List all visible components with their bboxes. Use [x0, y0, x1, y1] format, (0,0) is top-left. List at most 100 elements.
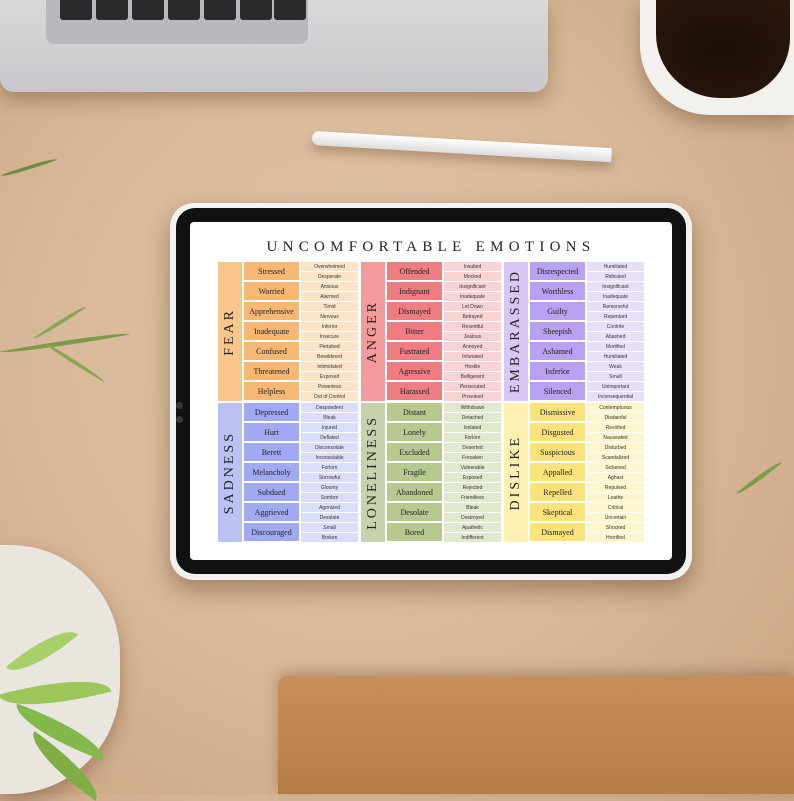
secondary-emotion: Vulnerable	[444, 463, 501, 472]
coffee	[656, 0, 790, 98]
secondary-emotion: Sickened	[587, 463, 644, 472]
secondary-emotion: Isolated	[444, 423, 501, 432]
primary-emotion: Fragile	[387, 463, 442, 481]
sprig-top-left	[0, 145, 60, 195]
secondary-emotion: Ridiculed	[587, 272, 644, 281]
category-label: DISLIKE	[508, 434, 523, 511]
category-fear: FEAR	[218, 262, 242, 401]
primary-emotion: Skeptical	[530, 503, 585, 521]
secondary-emotion: Disdainful	[587, 413, 644, 422]
secondary-emotion: Shocked	[587, 523, 644, 532]
primary-emotion: Sheepish	[530, 322, 585, 340]
sprig-left	[0, 300, 140, 410]
secondary-emotion: Deflated	[301, 433, 358, 442]
secondary-emotion: Insecure	[301, 332, 358, 341]
primary-emotion: Silenced	[530, 382, 585, 400]
primary-emotion: Threatened	[244, 362, 299, 380]
secondary-emotion: Injured	[301, 423, 358, 432]
secondary-emotion: Nauseated	[587, 433, 644, 442]
primary-emotion: Abandoned	[387, 483, 442, 501]
secondary-emotion: Scandalized	[587, 453, 644, 462]
category-label: FEAR	[222, 307, 237, 356]
secondary-emotion: Persecuted	[444, 382, 501, 391]
secondary-emotion: Disturbed	[587, 443, 644, 452]
primary-emotion: Hurt	[244, 423, 299, 441]
primary-emotion: Subdued	[244, 483, 299, 501]
stylus-pen	[311, 131, 612, 163]
secondary-emotion: Annoyed	[444, 342, 501, 351]
secondary-emotion: Forlorn	[444, 433, 501, 442]
secondary-emotion: Repentant	[587, 312, 644, 321]
secondary-emotion: Uncertain	[587, 513, 644, 522]
secondary-emotion: Timid	[301, 302, 358, 311]
secondary-emotion: Inconsolable	[301, 453, 358, 462]
secondary-emotion: Humiliated	[587, 262, 644, 271]
secondary-emotion: Withdrawn	[444, 403, 501, 412]
secondary-emotion: Jealous	[444, 332, 501, 341]
secondary-emotion: Sorrowful	[301, 473, 358, 482]
primary-emotion: Dismayed	[530, 523, 585, 541]
secondary-emotion: Betrayed	[444, 312, 501, 321]
primary-emotion: Excluded	[387, 443, 442, 461]
secondary-emotion: Resentful	[444, 322, 501, 331]
secondary-emotion: Mortified	[587, 342, 644, 351]
secondary-emotion: Gloomy	[301, 483, 358, 492]
secondary-emotion: Exposed	[301, 372, 358, 381]
primary-emotion: Worthless	[530, 282, 585, 300]
category-label: SADNESS	[222, 430, 237, 515]
primary-emotion: Stressed	[244, 262, 299, 280]
primary-emotion: Berett	[244, 443, 299, 461]
primary-emotion: Melancholy	[244, 463, 299, 481]
primary-emotion: Bitter	[387, 322, 442, 340]
secondary-emotion: Inconsequential	[587, 392, 644, 401]
sprig-right	[730, 440, 790, 510]
primary-emotion: Guilty	[530, 302, 585, 320]
plant-leaves	[0, 618, 130, 801]
primary-emotion: Dismissive	[530, 403, 585, 421]
sensor-icon	[176, 416, 183, 423]
primary-emotion: Worried	[244, 282, 299, 300]
primary-emotion: Desolate	[387, 503, 442, 521]
secondary-emotion: Sombre	[301, 493, 358, 502]
category-label: ANGER	[365, 299, 380, 364]
category-label: EMBARASSED	[508, 269, 523, 394]
secondary-emotion: Weak	[587, 362, 644, 371]
secondary-emotion: Indifferent	[444, 533, 501, 542]
secondary-emotion: Insulted	[444, 262, 501, 271]
secondary-emotion: Loathe	[587, 493, 644, 502]
secondary-emotion: Infuriated	[444, 352, 501, 361]
primary-emotion: Suspicious	[530, 443, 585, 461]
secondary-emotion: Mocked	[444, 272, 501, 281]
secondary-emotion: Insignificant	[587, 282, 644, 291]
secondary-emotion: Deserted	[444, 443, 501, 452]
secondary-emotion: Forsaken	[444, 453, 501, 462]
secondary-emotion: Friendless	[444, 493, 501, 502]
secondary-emotion: Disconsolate	[301, 443, 358, 452]
category-label: LONELINESS	[365, 415, 380, 530]
primary-emotion: Appalled	[530, 463, 585, 481]
secondary-emotion: Exposed	[444, 473, 501, 482]
secondary-emotion: Hostile	[444, 362, 501, 371]
secondary-emotion: Abashed	[587, 332, 644, 341]
secondary-emotion: Rejected	[444, 483, 501, 492]
secondary-emotion: Contemptuous	[587, 403, 644, 412]
leather-box	[278, 676, 794, 794]
category-embarassed: EMBARASSED	[504, 262, 528, 401]
secondary-emotion: Remorseful	[587, 302, 644, 311]
secondary-emotion: Detached	[444, 413, 501, 422]
secondary-emotion: Powerless	[301, 382, 358, 391]
secondary-emotion: Belligerent	[444, 372, 501, 381]
secondary-emotion: Provoked	[444, 392, 501, 401]
secondary-emotion: Inadequate	[587, 292, 644, 301]
secondary-emotion: Broken	[301, 533, 358, 542]
secondary-emotion: Alarmed	[301, 292, 358, 301]
primary-emotion: Distant	[387, 403, 442, 421]
secondary-emotion: Aghast	[587, 473, 644, 482]
secondary-emotion: Pertubed	[301, 342, 358, 351]
secondary-emotion: Nervous	[301, 312, 358, 321]
secondary-emotion: Critical	[587, 503, 644, 512]
primary-emotion: Disrespected	[530, 262, 585, 280]
primary-emotion: Ashamed	[530, 342, 585, 360]
primary-emotion: Repelled	[530, 483, 585, 501]
secondary-emotion: Bleak	[301, 413, 358, 422]
